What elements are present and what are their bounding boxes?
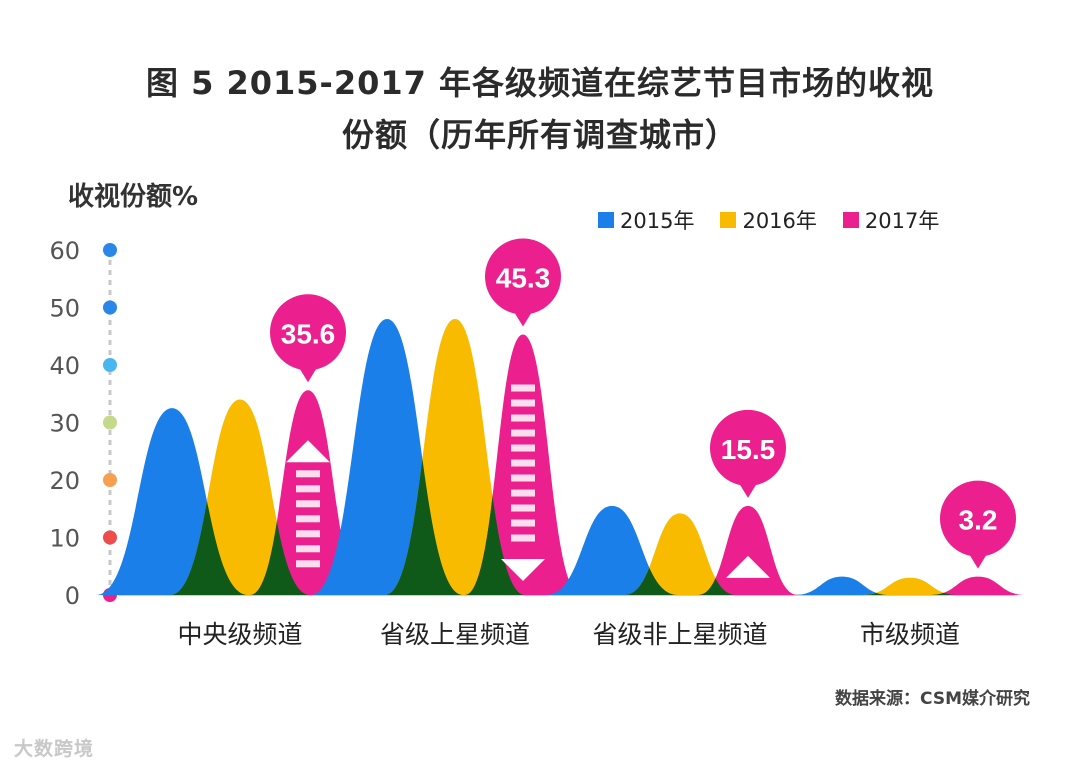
arrow-stripe <box>296 545 320 553</box>
callout-pointer-provincial-satellite <box>512 308 534 327</box>
x-category-label-provincial-nonsatellite: 省级非上星频道 <box>592 620 767 649</box>
arrow-stripe <box>296 560 320 568</box>
callout-pointer-municipal <box>967 550 989 569</box>
peak-municipal-2015年 <box>794 576 890 595</box>
peak-provincial-nonsatellite-2015年 <box>546 505 678 595</box>
legend-label-2016: 2016年 <box>742 209 817 233</box>
arrow-stripe <box>296 485 320 493</box>
trend-arrow-provincial-nonsatellite <box>726 555 770 578</box>
arrow-stripe <box>296 500 320 508</box>
callout-bubble-provincial-satellite <box>485 238 561 315</box>
arrow-stripe <box>296 515 320 523</box>
trend-arrow-provincial-satellite <box>501 384 545 581</box>
callout-bubble-central <box>270 294 346 371</box>
arrow-head <box>501 559 545 581</box>
legend-item-2015: 2015年 <box>598 205 694 235</box>
peak-provincial-nonsatellite-2017年 <box>698 505 798 595</box>
data-label-municipal: 3.2 <box>959 505 998 536</box>
arrow-stripe <box>511 474 535 482</box>
y-axis-label: 收视份额% <box>68 182 199 212</box>
legend: 2015年 2016年 2017年 <box>598 205 939 235</box>
data-label-provincial-nonsatellite: 15.5 <box>721 434 776 465</box>
arrow-stripe <box>511 384 535 392</box>
watermark: 大数跨境 <box>14 738 95 760</box>
arrow-stripe <box>511 489 535 497</box>
y-tick-dot-10 <box>103 530 117 545</box>
y-tick-dot-50 <box>103 300 117 315</box>
y-tick-label-30: 30 <box>49 410 80 438</box>
peak-municipal-2017年 <box>930 576 1026 595</box>
arrow-stripe <box>511 459 535 467</box>
arrow-stripe <box>511 444 535 452</box>
y-tick-dot-60 <box>103 243 117 257</box>
callout-pointer-provincial-nonsatellite <box>737 479 759 498</box>
chart-title-line1: 图 5 2015-2017 年各级频道在综艺节目市场的收视 <box>145 64 935 102</box>
arrow-stripe <box>511 429 535 437</box>
y-tick-label-20: 20 <box>49 467 80 495</box>
callout-bubble-provincial-nonsatellite <box>710 409 786 486</box>
legend-item-2017: 2017年 <box>842 205 940 235</box>
data-label-central: 35.6 <box>281 318 336 349</box>
arrow-stripe <box>511 399 535 407</box>
arrow-stripe <box>511 519 535 527</box>
arrow-head <box>726 555 770 578</box>
legend-item-2016: 2016年 <box>720 205 817 235</box>
y-tick-dot-40 <box>103 358 117 372</box>
data-label-provincial-satellite: 45.3 <box>496 263 551 294</box>
arrow-stripe <box>511 414 535 422</box>
y-tick-label-50: 50 <box>49 295 80 323</box>
legend-label-2015: 2015年 <box>620 209 695 233</box>
callout-bubble-municipal <box>940 480 1016 557</box>
overlap-provincial-nonsatellite-0 <box>624 513 678 595</box>
chart-title-line2: 份额（历年所有调查城市） <box>341 116 738 154</box>
x-category-label-provincial-satellite: 省级上星频道 <box>380 620 530 649</box>
trend-arrow-central <box>286 440 330 568</box>
y-tick-dot-20 <box>103 473 117 487</box>
x-category-label-municipal: 市级频道 <box>860 620 960 649</box>
arrow-head <box>286 440 330 463</box>
legend-swatch-2016 <box>720 212 737 228</box>
arrow-stripe <box>511 534 535 542</box>
data-source: 数据来源：CSM媒介研究 <box>835 689 1030 709</box>
legend-swatch-2017 <box>842 212 859 228</box>
legend-label-2017: 2017年 <box>864 209 940 233</box>
x-category-label-central: 中央级频道 <box>177 620 302 649</box>
arrow-stripe <box>296 470 320 478</box>
y-tick-label-40: 40 <box>49 352 80 380</box>
arrow-stripe <box>296 530 320 538</box>
y-tick-label-0: 0 <box>65 582 80 610</box>
y-tick-dot-30 <box>103 415 117 430</box>
peak-municipal-2016年 <box>862 577 958 595</box>
callout-pointer-central <box>297 364 319 383</box>
legend-swatch-2015 <box>598 212 614 228</box>
y-tick-label-10: 10 <box>49 525 80 553</box>
arrow-stripe <box>511 504 535 512</box>
y-tick-label-60: 60 <box>49 237 80 265</box>
